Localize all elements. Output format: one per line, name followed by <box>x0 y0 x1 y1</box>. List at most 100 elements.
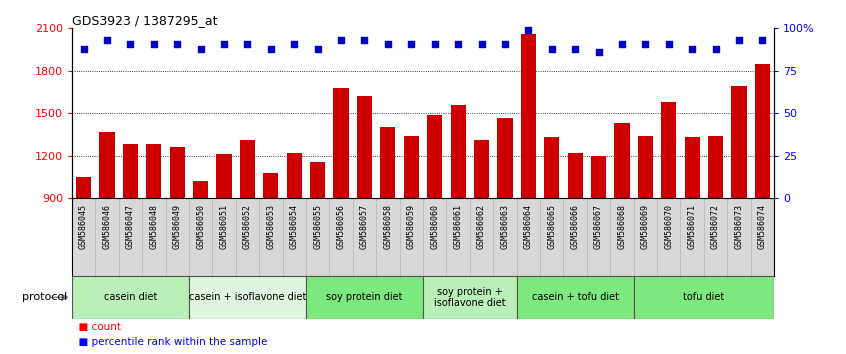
Text: GSM586070: GSM586070 <box>664 205 673 250</box>
Text: GSM586048: GSM586048 <box>150 205 158 250</box>
Text: soy protein diet: soy protein diet <box>327 292 403 302</box>
Bar <box>634 276 774 319</box>
Text: GSM586049: GSM586049 <box>173 205 182 250</box>
Text: GSM586062: GSM586062 <box>477 205 486 250</box>
Point <box>381 41 394 46</box>
Text: GSM586066: GSM586066 <box>571 205 580 250</box>
Bar <box>193 181 208 326</box>
Point <box>475 41 488 46</box>
Text: GSM586058: GSM586058 <box>383 205 393 250</box>
Text: GDS3923 / 1387295_at: GDS3923 / 1387295_at <box>72 14 217 27</box>
Bar <box>306 276 423 319</box>
Bar <box>404 136 419 326</box>
Text: GSM586073: GSM586073 <box>734 205 744 250</box>
Bar <box>263 173 278 326</box>
Text: GSM586059: GSM586059 <box>407 205 415 250</box>
Bar <box>638 136 653 326</box>
Text: GSM586064: GSM586064 <box>524 205 533 250</box>
Bar <box>287 153 302 326</box>
Point <box>124 41 137 46</box>
Bar <box>451 105 465 326</box>
Bar <box>474 140 489 326</box>
Text: GSM586056: GSM586056 <box>337 205 345 250</box>
Text: GSM586061: GSM586061 <box>453 205 463 250</box>
Text: GSM586057: GSM586057 <box>360 205 369 250</box>
Bar <box>170 147 184 326</box>
Point <box>194 46 207 52</box>
Bar <box>544 137 559 326</box>
Bar <box>732 86 746 326</box>
Bar <box>333 88 349 326</box>
Bar <box>427 115 442 326</box>
Text: GSM586071: GSM586071 <box>688 205 696 250</box>
Text: casein diet: casein diet <box>104 292 157 302</box>
Bar <box>76 177 91 326</box>
Bar <box>755 64 770 326</box>
Point <box>733 38 746 43</box>
Text: GSM586067: GSM586067 <box>594 205 603 250</box>
Bar <box>381 127 395 326</box>
Bar <box>189 276 306 319</box>
Point <box>591 49 605 55</box>
Point <box>77 46 91 52</box>
Bar <box>423 276 517 319</box>
Point <box>358 38 371 43</box>
Bar <box>217 154 232 326</box>
Text: casein + isoflavone diet: casein + isoflavone diet <box>189 292 306 302</box>
Bar <box>591 156 606 326</box>
Point <box>545 46 558 52</box>
Bar <box>123 144 138 326</box>
Point <box>498 41 512 46</box>
Point <box>615 41 629 46</box>
Text: GSM586072: GSM586072 <box>711 205 720 250</box>
Bar <box>240 140 255 326</box>
Bar <box>517 276 634 319</box>
Text: GSM586052: GSM586052 <box>243 205 252 250</box>
Bar <box>684 137 700 326</box>
Point <box>452 41 465 46</box>
Point <box>662 41 675 46</box>
Text: GSM586060: GSM586060 <box>431 205 439 250</box>
Text: GSM586069: GSM586069 <box>641 205 650 250</box>
Text: ■ count: ■ count <box>72 322 121 332</box>
Bar <box>568 153 583 326</box>
Text: GSM586074: GSM586074 <box>758 205 766 250</box>
Bar <box>357 96 372 326</box>
Text: GSM586063: GSM586063 <box>501 205 509 250</box>
Point <box>639 41 652 46</box>
Point <box>404 41 418 46</box>
Point <box>311 46 325 52</box>
Text: GSM586065: GSM586065 <box>547 205 556 250</box>
Text: GSM586047: GSM586047 <box>126 205 135 250</box>
Bar <box>100 132 114 326</box>
Bar <box>521 34 536 326</box>
Point <box>755 38 769 43</box>
Point <box>170 41 184 46</box>
Point <box>147 41 161 46</box>
Point <box>521 27 536 33</box>
Point <box>240 41 254 46</box>
Text: tofu diet: tofu diet <box>684 292 724 302</box>
Text: GSM586055: GSM586055 <box>313 205 322 250</box>
Text: casein + tofu diet: casein + tofu diet <box>531 292 618 302</box>
Point <box>334 38 348 43</box>
Text: GSM586054: GSM586054 <box>290 205 299 250</box>
Text: soy protein +
isoflavone diet: soy protein + isoflavone diet <box>434 286 506 308</box>
Text: GSM586046: GSM586046 <box>102 205 112 250</box>
Text: ■ percentile rank within the sample: ■ percentile rank within the sample <box>72 337 267 347</box>
Text: GSM586050: GSM586050 <box>196 205 205 250</box>
Text: GSM586068: GSM586068 <box>618 205 626 250</box>
Bar <box>614 123 629 326</box>
Point <box>288 41 301 46</box>
Bar <box>497 118 513 326</box>
Text: GSM586051: GSM586051 <box>220 205 228 250</box>
Point <box>569 46 582 52</box>
Point <box>685 46 699 52</box>
Bar <box>708 136 723 326</box>
Text: GSM586045: GSM586045 <box>80 205 88 250</box>
Bar <box>310 162 325 326</box>
Bar <box>146 144 162 326</box>
Bar <box>72 276 189 319</box>
Point <box>217 41 231 46</box>
Point <box>428 41 442 46</box>
